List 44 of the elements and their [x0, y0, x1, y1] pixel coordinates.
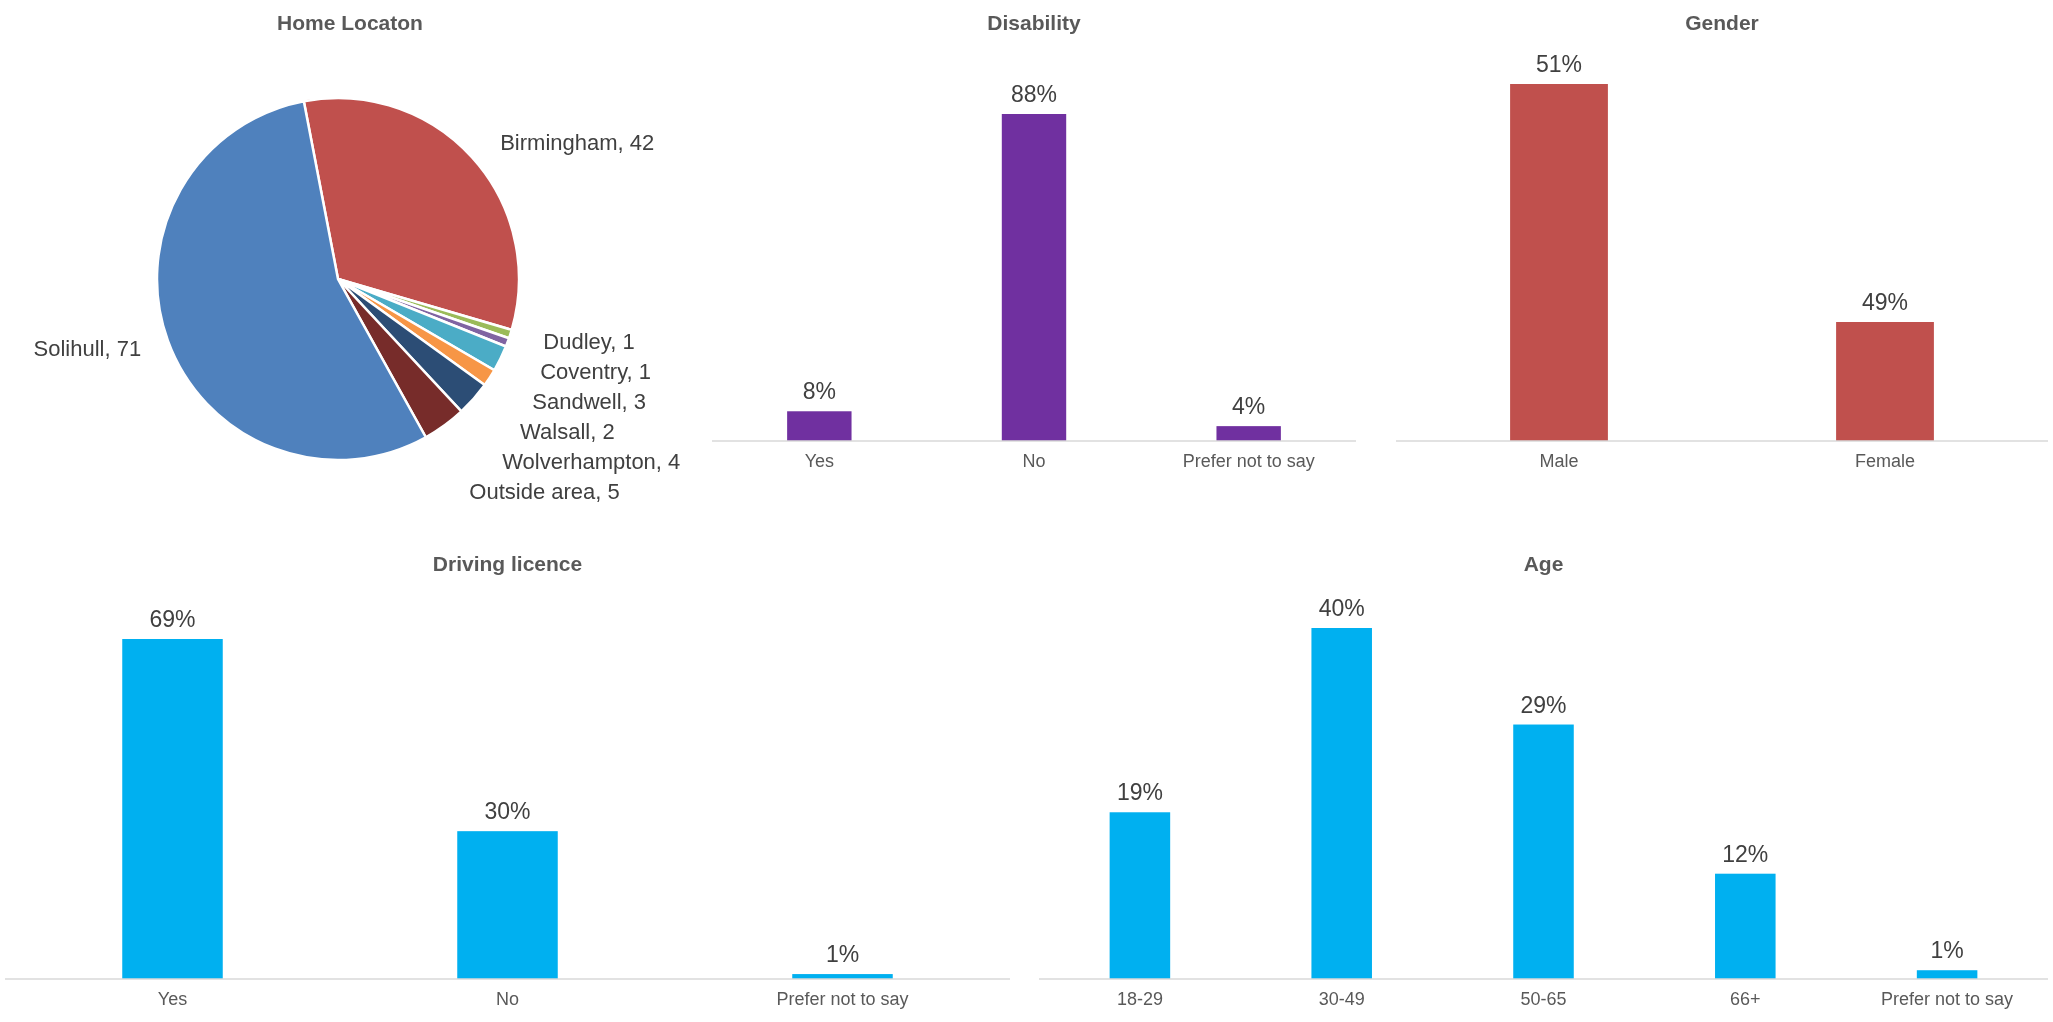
chart-title: Gender — [1685, 11, 1759, 34]
bar — [1109, 812, 1171, 979]
x-tick-label: Yes — [157, 989, 188, 1009]
chart-title: Age — [1523, 552, 1564, 575]
slice-label: Birmingham, 42 — [500, 130, 655, 156]
x-tick-label: Yes — [804, 451, 835, 471]
data-label: 8% — [802, 378, 836, 405]
x-tick-label: No — [1022, 451, 1046, 471]
data-label: 88% — [1010, 81, 1058, 107]
slice-label: Coventry, 1 — [540, 358, 651, 384]
x-tick-label: 30-49 — [1318, 989, 1365, 1009]
data-label: 30% — [484, 798, 531, 825]
x-tick-label: 50-65 — [1520, 989, 1567, 1009]
slice-label: Sandwell, 3 — [532, 388, 647, 414]
data-label: 12% — [1722, 840, 1769, 867]
bar — [1311, 628, 1372, 979]
bar — [1715, 873, 1776, 979]
slice-label: Solihull, 71 — [33, 336, 142, 362]
chart-title: Driving licence — [432, 552, 583, 575]
slice-label: Walsall, 2 — [520, 418, 615, 444]
data-label: 49% — [1861, 289, 1909, 315]
data-label: 29% — [1520, 691, 1567, 718]
x-tick-label: Prefer not to say — [1182, 451, 1315, 471]
data-label: 4% — [1232, 393, 1266, 420]
slice-label: Outside area, 5 — [469, 478, 620, 504]
slice-label: Dudley, 1 — [543, 328, 635, 354]
data-label: 69% — [149, 606, 196, 632]
data-label: 1% — [1930, 937, 1964, 964]
x-tick-label: Prefer not to say — [1881, 989, 2014, 1009]
chart-title: Home Locaton — [277, 11, 423, 34]
data-label: 1% — [825, 941, 860, 968]
x-tick-label: Prefer not to say — [776, 989, 909, 1009]
x-tick-label: Male — [1539, 451, 1579, 471]
x-tick-label: Female — [1854, 451, 1916, 471]
slice-label: Wolverhampton, 4 — [502, 448, 681, 474]
bar — [1916, 970, 1978, 979]
x-tick-label: 66+ — [1730, 989, 1761, 1009]
x-tick-label: 18-29 — [1116, 989, 1163, 1009]
bar — [1513, 724, 1574, 979]
chart-title: Disability — [987, 11, 1081, 34]
data-label: 51% — [1535, 51, 1583, 77]
data-label: 40% — [1318, 595, 1365, 621]
data-label: 19% — [1116, 779, 1163, 806]
x-tick-label: No — [495, 989, 520, 1009]
